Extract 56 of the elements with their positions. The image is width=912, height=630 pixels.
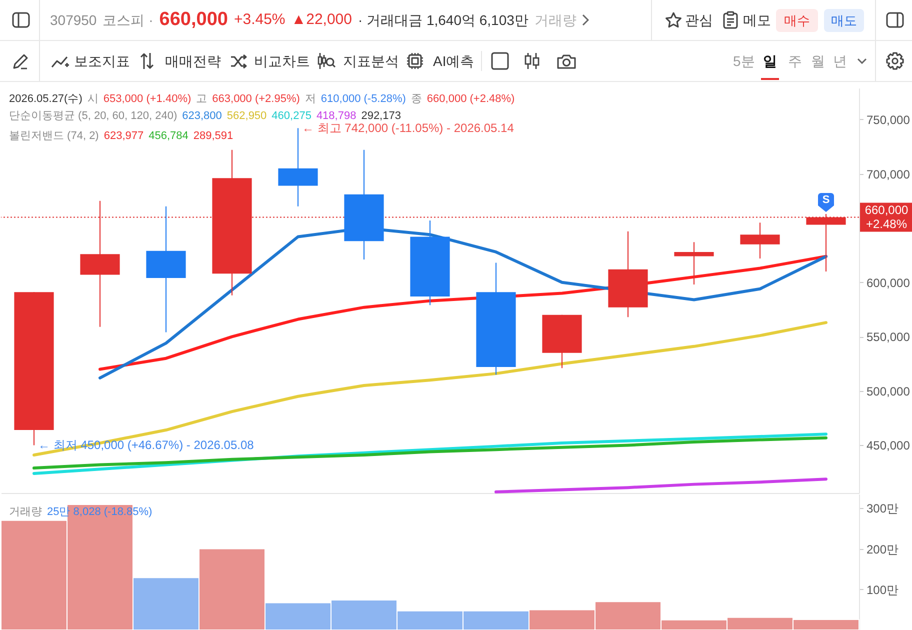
annotation: 289,591 [193, 129, 234, 143]
text: 비교차트 [254, 52, 310, 70]
text: 관심 [685, 11, 713, 29]
annotation: 단순이동평균 (5, 20, 60, 120, 240) [9, 109, 178, 123]
text: 660,000 [159, 9, 228, 31]
y-tick-label: 700,000 [866, 167, 910, 182]
annotation: S [821, 194, 831, 207]
annotation: 653,000 (+1.40%) [103, 92, 192, 106]
annotation: 562,950 [226, 109, 267, 123]
annotation: 종 [410, 92, 422, 106]
text: 거래량 [534, 11, 576, 29]
y-tick-label: 100만 [866, 582, 899, 597]
text: 코스피 · [102, 11, 154, 29]
text: · 거래대금 1,640억 6,103만 [358, 11, 528, 29]
y-tick-label: 750,000 [866, 112, 910, 127]
candlestick [674, 242, 714, 286]
annotation: 고 [196, 92, 208, 106]
y-tick-label: 300만 [866, 502, 899, 516]
annotation: 2026.05.27(수) [9, 92, 82, 106]
text: 년 [833, 52, 847, 70]
button: 매도 [824, 9, 864, 32]
text: 매매전략 [165, 52, 221, 70]
y-tick-label: 200만 [866, 542, 899, 556]
text: 지표분석 [343, 52, 399, 70]
text: 주 [788, 52, 802, 70]
y-tick-label: 450,000 [866, 438, 910, 453]
y-tick-label: 550,000 [866, 330, 910, 344]
text: 307950 [50, 11, 97, 29]
text: +3.45% [234, 11, 286, 29]
annotation: 623,977 [104, 129, 144, 143]
annotation: 660,000 (+2.48%) [426, 92, 515, 106]
y-tick-label: 500,000 [866, 384, 910, 398]
annotation: 저 [304, 92, 316, 106]
y-tick-label: 600,000 [866, 276, 910, 290]
line-series [494, 478, 828, 494]
annotation: 460,275 [272, 109, 312, 123]
text: 보조지표 [74, 52, 130, 70]
annotation: 623,800 [182, 109, 222, 123]
ref-line-label: 660,000 +2.48% [864, 203, 909, 232]
annotation: 456,784 [148, 129, 188, 143]
annotation: 시 [87, 92, 98, 106]
annotation: 292,173 [361, 109, 401, 123]
annotation: 610,000 (-5.28%) [320, 92, 406, 106]
annotation: ← 최고 742,000 (-11.05%) - 2026.05.14 [302, 121, 514, 136]
text: 5분 [733, 52, 755, 70]
text: 월 [811, 52, 825, 70]
text: AI예측 [433, 52, 474, 70]
annotation: 663,000 (+2.95%) [212, 92, 300, 106]
line-series [32, 321, 828, 456]
annotation: 볼린저밴드 (74, 2) [9, 129, 99, 143]
button: 매수 [776, 9, 818, 32]
text: 메모 [743, 11, 771, 29]
text: ▲22,000 [291, 11, 352, 29]
text: 일 [763, 52, 777, 70]
annotation: 418,798 [316, 109, 356, 123]
annotation: 거래량 [9, 505, 42, 519]
